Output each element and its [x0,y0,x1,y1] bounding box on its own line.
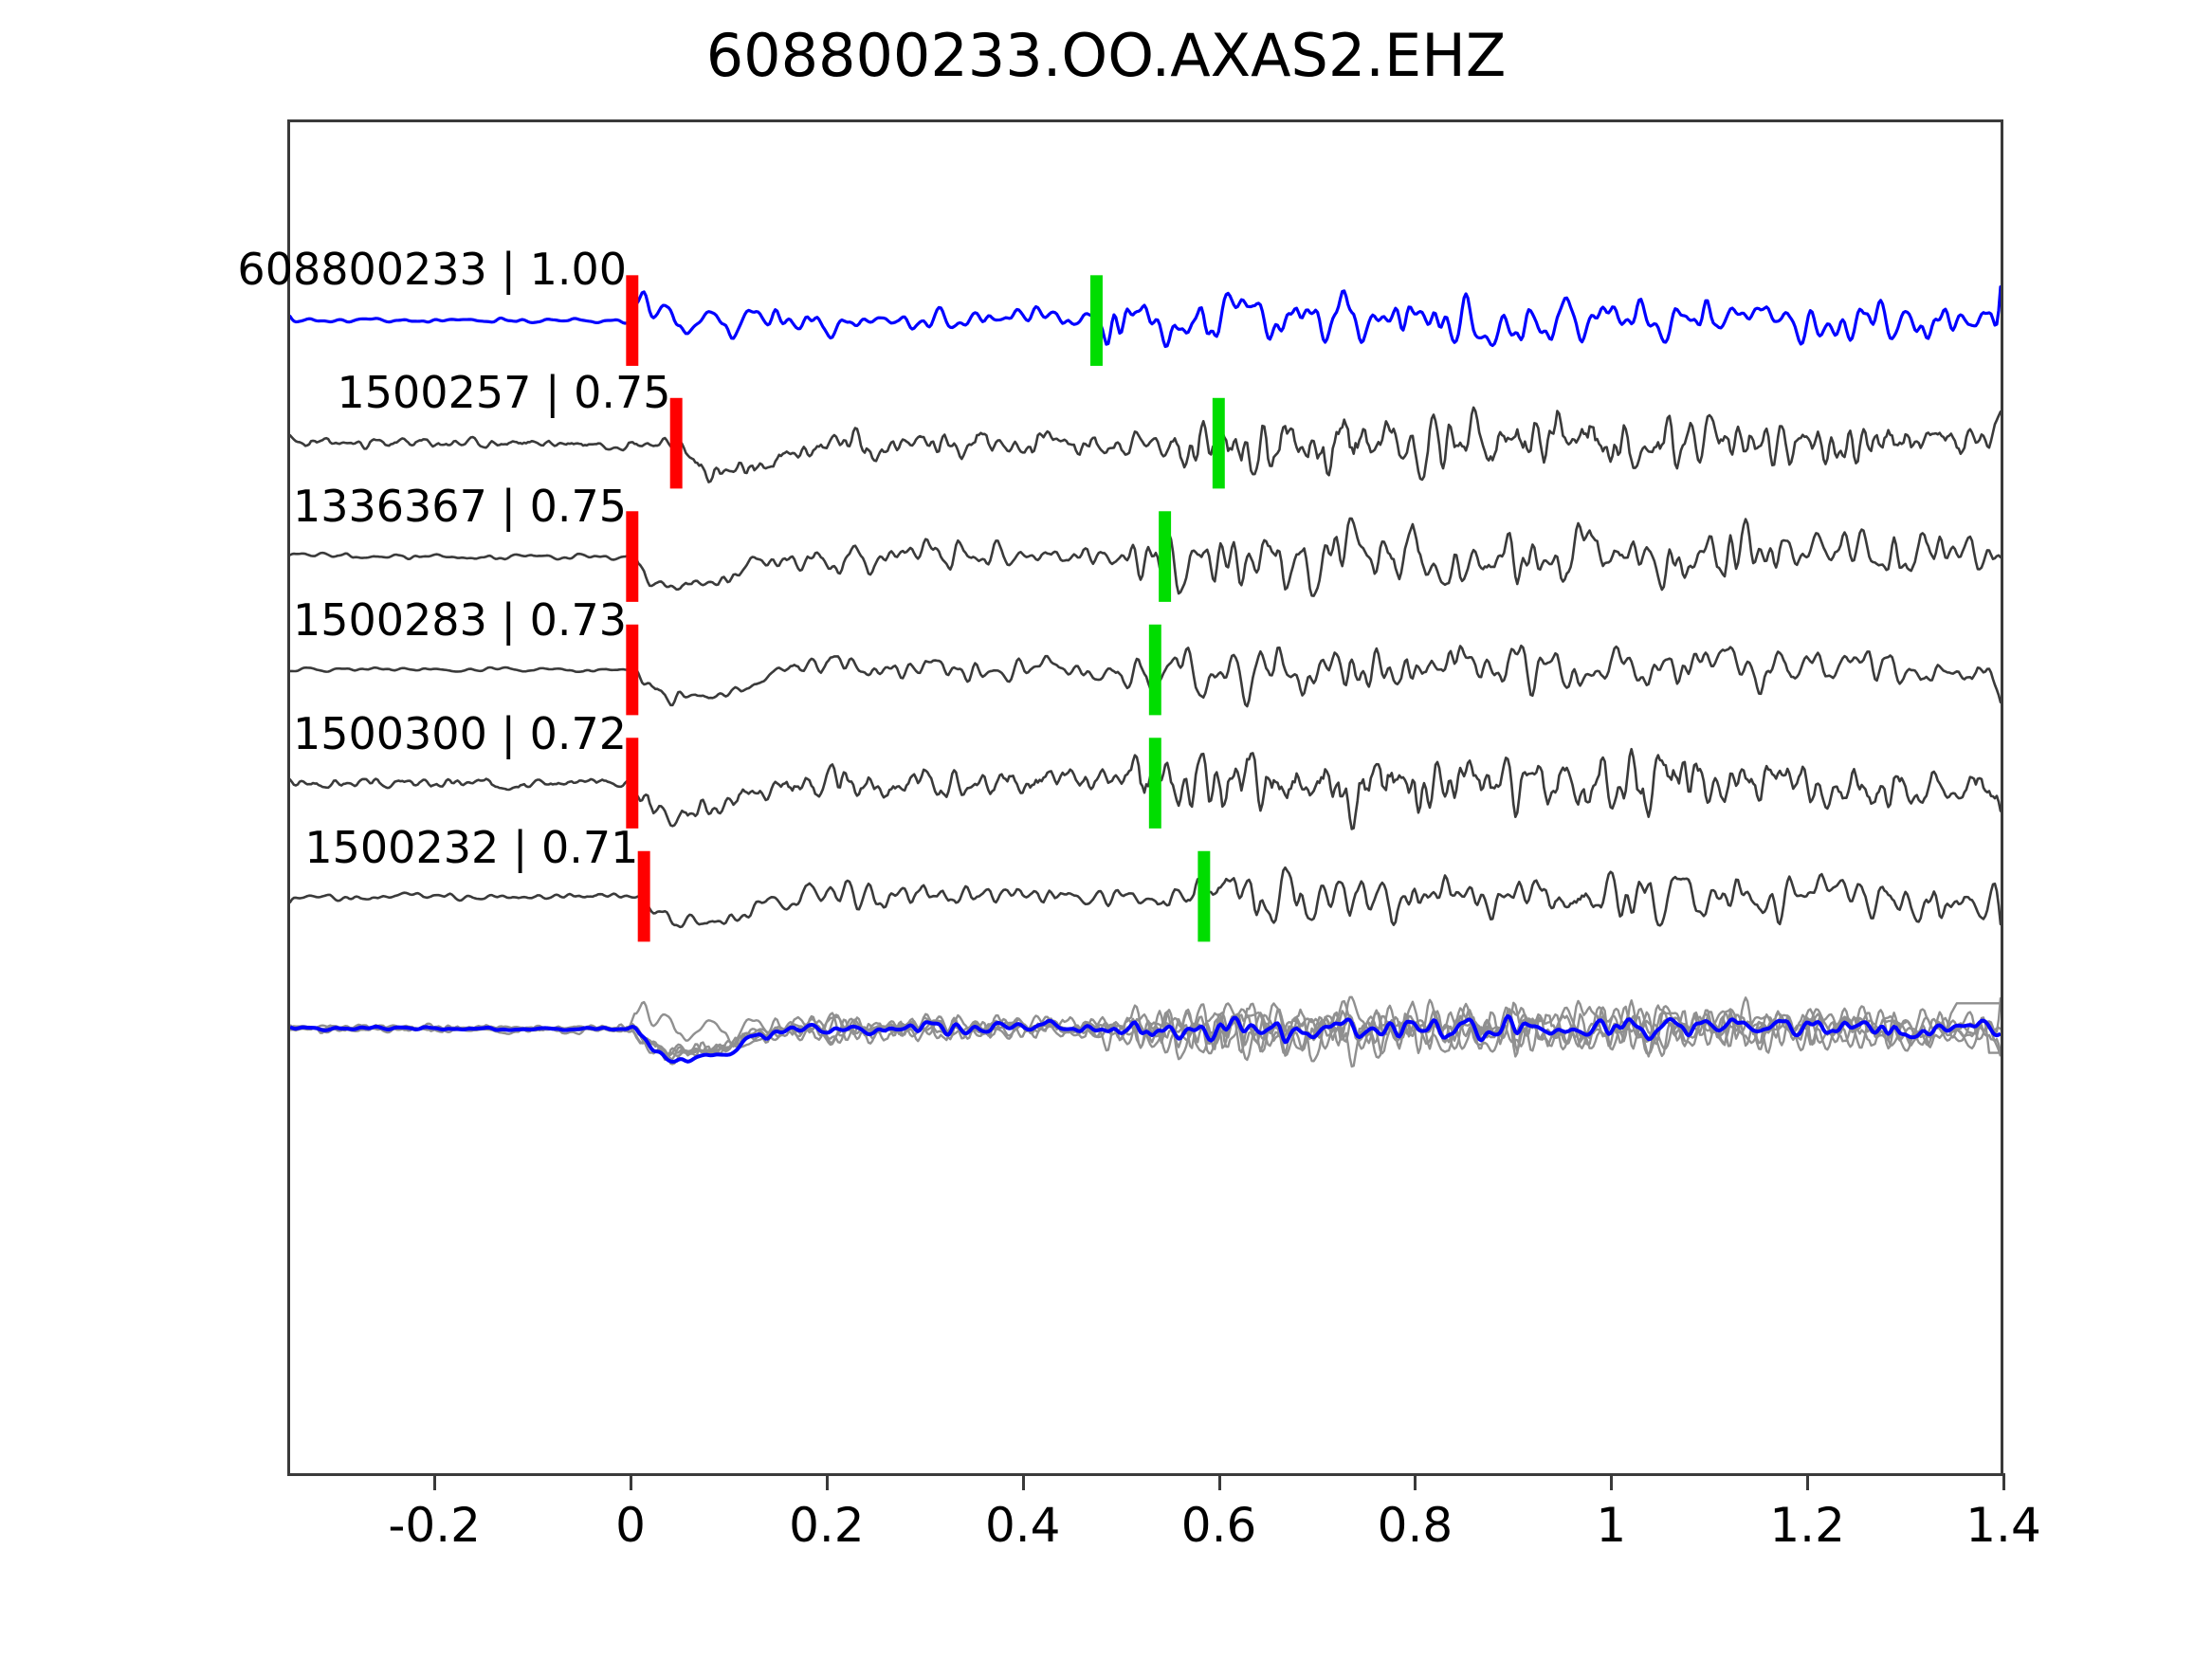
s-pick-marker-1500257[interactable] [1212,397,1225,489]
x-tick-mark-8 [2002,1473,2005,1490]
p-pick-marker-1500300[interactable] [626,738,639,829]
waveform-canvas [290,275,2001,1473]
x-tick-label-5: 0.8 [1377,1498,1453,1553]
x-tick-mark-3 [1021,1473,1025,1490]
plot-axes [287,119,2003,1476]
trace-label-1500257: 1500257 | 0.75 [337,367,671,418]
x-tick-label-6: 1 [1596,1498,1627,1553]
x-tick-mark-0 [433,1473,437,1490]
x-tick-label-8: 1.4 [1965,1498,2041,1553]
waveform-trace-1500300 [290,749,2001,829]
s-pick-marker-1500300[interactable] [1148,738,1161,829]
trace-row-1500232 [290,850,2001,942]
trace-row-1336367 [290,511,2001,602]
waveform-trace-1500283 [290,646,2001,706]
waveform-trace-1500232 [290,867,2001,927]
waveform-trace-1336367 [290,519,2001,596]
trace-label-1500300: 1500300 | 0.72 [292,708,627,759]
trace-label-1500283: 1500283 | 0.73 [292,594,627,646]
s-pick-marker-1500283[interactable] [1148,624,1161,716]
s-pick-marker-1336367[interactable] [1159,511,1172,602]
x-tick-mark-1 [630,1473,632,1490]
p-pick-marker-1500257[interactable] [669,397,683,489]
x-tick-label-7: 1.2 [1769,1498,1845,1553]
stack-panel [290,997,2001,1066]
p-pick-marker-1500232[interactable] [637,850,650,942]
p-pick-marker-1336367[interactable] [626,511,639,602]
x-tick-mark-2 [825,1473,829,1490]
x-tick-label-2: 0.2 [789,1498,865,1553]
stack-mean-trace [290,1016,2001,1062]
trace-label-1500232: 1500232 | 0.71 [304,822,639,873]
s-pick-marker-608800233[interactable] [1089,275,1103,366]
p-pick-marker-1500283[interactable] [626,624,639,716]
x-tick-mark-4 [1217,1473,1221,1490]
trace-label-1336367: 1336367 | 0.75 [292,481,627,532]
x-axis-tick-labels: -0.2 0 0.2 0.4 0.6 0.8 1 1.2 1.4 [0,1498,2212,1564]
x-tick-label-1: 0 [615,1498,646,1553]
trace-row-1500283 [290,624,2001,716]
page-title: 608800233.OO.AXAS2.EHZ [705,21,1507,90]
trace-label-608800233: 608800233 | 1.00 [237,244,627,295]
x-tick-mark-7 [1806,1473,1810,1490]
x-tick-mark-6 [1610,1473,1614,1490]
trace-row-608800233 [290,275,2001,366]
x-tick-label-3: 0.4 [984,1498,1061,1553]
p-pick-marker-608800233[interactable] [626,275,639,366]
x-tick-label-0: -0.2 [388,1498,481,1553]
trace-row-1500257 [290,397,2001,489]
x-tick-mark-5 [1414,1473,1417,1490]
s-pick-marker-1500232[interactable] [1197,850,1211,942]
waveform-trace-1500257 [290,408,2001,483]
x-tick-label-4: 0.6 [1180,1498,1257,1553]
waveform-trace-608800233 [290,287,2001,347]
trace-row-1500300 [290,738,2001,829]
